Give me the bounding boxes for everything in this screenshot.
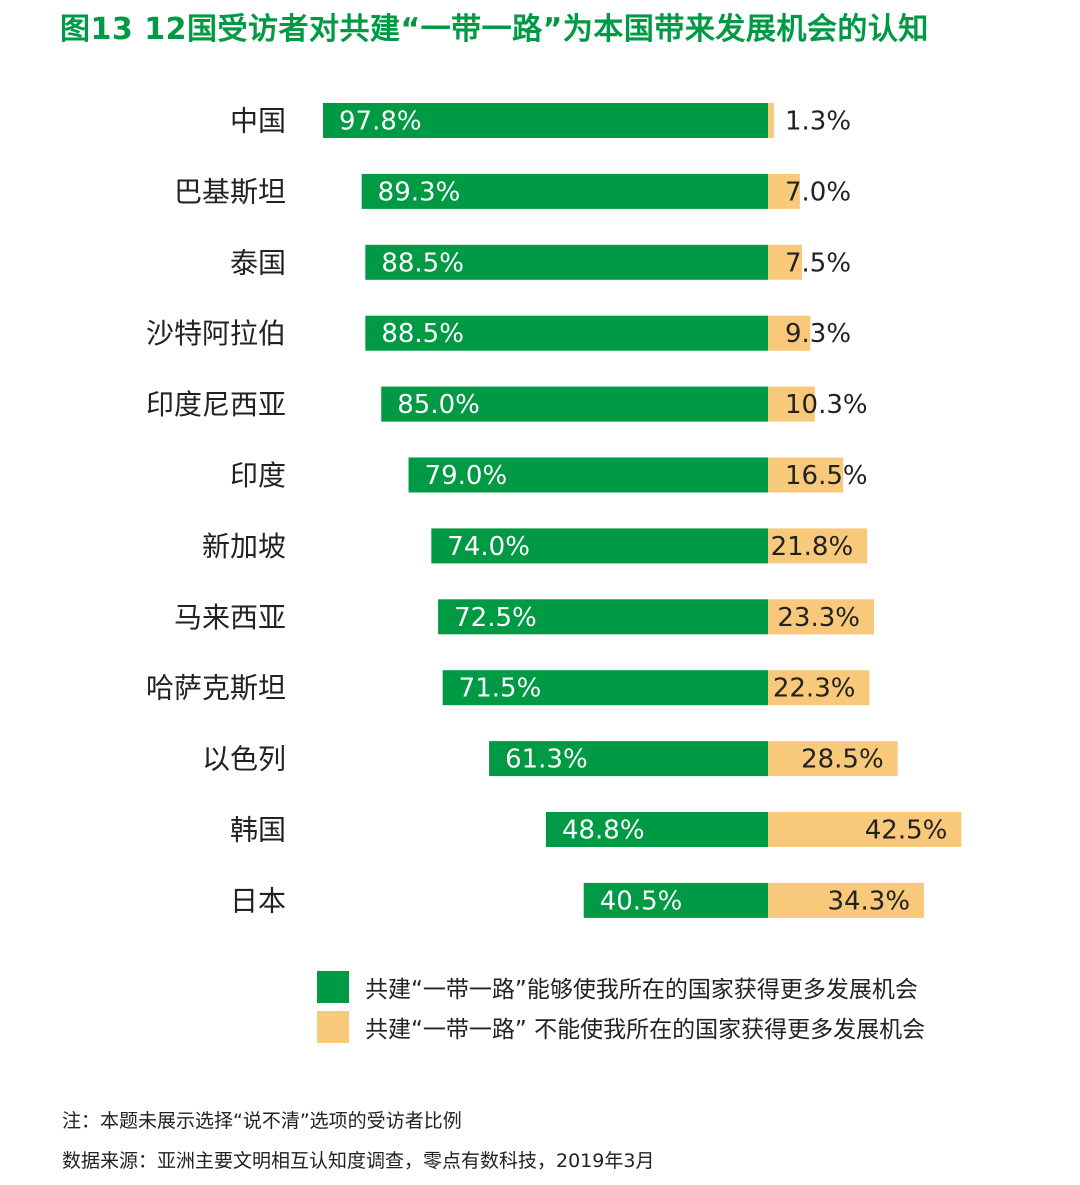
bar-yes (365, 315, 768, 351)
legend-swatch-yes (317, 971, 349, 1003)
category-label: 新加坡 (202, 530, 286, 563)
bar-yes (365, 244, 768, 280)
legend-label-yes: 共建“一带一路”能够使我所在的国家获得更多发展机会 (365, 977, 918, 1003)
chart-title: 图13 12国受访者对共建“一带一路”为本国带来发展机会的认知 (60, 12, 929, 47)
category-label: 哈萨克斯坦 (146, 672, 286, 705)
value-label-no: 7.0% (785, 177, 851, 207)
bar-no (768, 882, 925, 918)
value-label-no: 34.3% (827, 886, 910, 916)
value-label-no: 21.8% (771, 532, 854, 562)
legend-item-yes: 共建“一带一路”能够使我所在的国家获得更多发展机会 (317, 968, 925, 1006)
bar-no (768, 173, 800, 209)
value-label-yes: 40.5% (600, 886, 683, 916)
value-label-no: 10.3% (785, 390, 868, 420)
category-label: 印度尼西亚 (146, 388, 286, 421)
category-label: 中国 (230, 105, 286, 138)
bar-no (768, 457, 844, 493)
bar-no (768, 103, 774, 138)
value-label-no: 1.3% (785, 107, 851, 137)
category-label: 以色列 (202, 743, 286, 776)
bar-no (768, 599, 875, 635)
legend-item-no: 共建“一带一路” 不能使我所在的国家获得更多发展机会 (317, 1008, 925, 1046)
value-label-yes: 72.5% (454, 603, 537, 633)
category-label: 马来西亚 (174, 601, 286, 634)
data-source: 数据来源：亚洲主要文明相互认知度调查，零点有数科技，2019年3月 (62, 1150, 655, 1172)
bar-yes (381, 386, 768, 422)
category-label: 巴基斯坦 (174, 175, 286, 208)
diverging-bar-chart: 中国 97.8% 1.3% 巴基斯坦 89.3% 7.0% 泰国 88.5% 7.5% 沙特阿拉伯… (146, 103, 962, 918)
value-label-yes: 71.5% (459, 674, 542, 704)
value-label-no: 22.3% (773, 674, 856, 704)
bar-no (768, 244, 803, 280)
value-label-yes: 88.5% (381, 319, 464, 349)
bar-yes (323, 103, 768, 138)
bar-yes (408, 457, 768, 493)
value-label-yes: 88.5% (381, 248, 464, 278)
bar-yes (583, 882, 768, 918)
legend: 共建“一带一路”能够使我所在的国家获得更多发展机会 共建“一带一路” 不能使我所… (317, 968, 925, 1048)
bar-yes (442, 670, 768, 706)
bar-no (768, 670, 870, 706)
bar-no (768, 741, 898, 777)
value-label-no: 42.5% (865, 816, 948, 846)
value-label-yes: 79.0% (425, 461, 508, 491)
bar-yes (431, 528, 768, 564)
value-label-no: 16.5% (785, 461, 868, 491)
footnote: 注：本题未展示选择“说不清”选项的受访者比例 (62, 1110, 462, 1132)
value-label-no: 23.3% (777, 603, 860, 633)
bar-no (768, 315, 811, 351)
value-label-no: 28.5% (801, 745, 884, 775)
value-label-no: 9.3% (785, 319, 851, 349)
bar-yes (361, 173, 768, 209)
category-label: 韩国 (230, 814, 286, 847)
value-label-yes: 85.0% (397, 390, 480, 420)
value-label-yes: 97.8% (339, 107, 422, 137)
value-label-yes: 48.8% (562, 816, 645, 846)
category-label: 印度 (230, 459, 286, 492)
value-label-yes: 74.0% (447, 532, 530, 562)
bar-yes (438, 599, 768, 635)
legend-label-no: 共建“一带一路” 不能使我所在的国家获得更多发展机会 (365, 1017, 926, 1043)
category-label: 日本 (230, 884, 286, 917)
value-label-no: 7.5% (785, 248, 851, 278)
legend-swatch-no (317, 1011, 349, 1043)
category-label: 沙特阿拉伯 (146, 317, 286, 350)
category-label: 泰国 (230, 246, 286, 279)
value-label-yes: 89.3% (378, 177, 461, 207)
value-label-yes: 61.3% (505, 745, 588, 775)
bar-yes (545, 812, 768, 847)
bar-no (768, 528, 868, 564)
bar-no (768, 812, 962, 847)
bar-yes (489, 741, 768, 777)
bar-no (768, 386, 815, 422)
